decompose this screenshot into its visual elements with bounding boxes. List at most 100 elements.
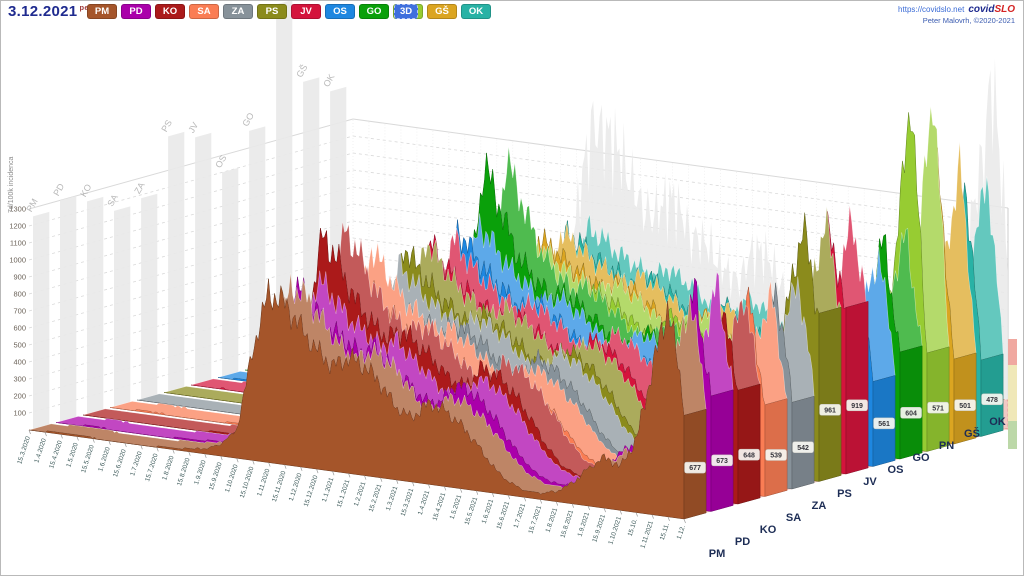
x-tick: [412, 481, 415, 487]
region-axis-label-pm: PM: [709, 548, 726, 560]
ribbon-end-pd: [710, 389, 734, 512]
x-tick: [475, 490, 479, 495]
ribbon-end-sa: [764, 398, 788, 497]
x-tick: [236, 458, 239, 463]
left-wall-gridline: [28, 254, 354, 346]
left-wall-gridline: [28, 288, 354, 380]
value-badge-os: [873, 417, 895, 430]
region-toggle-jv[interactable]: JV: [291, 4, 321, 19]
x-tick-label: 1.8.2020: [161, 455, 176, 482]
region-toggle-sa[interactable]: SA: [189, 4, 219, 19]
region-axis-label-sa: SA: [786, 512, 801, 524]
ghost-bar-label-gš: GŠ: [294, 63, 309, 79]
region-toggle-go[interactable]: GO: [359, 4, 389, 19]
left-wall-gridline: [28, 118, 354, 210]
y-tick-label: 100: [13, 409, 26, 418]
region-toggle-gš[interactable]: GŠ: [427, 4, 457, 19]
threshold-scale-segment: [1008, 365, 1017, 421]
x-tick-label: 1.9.2021: [577, 511, 592, 538]
region-axis-label-ps: PS: [837, 488, 852, 500]
region-axis-label-ok: OK: [989, 416, 1006, 428]
value-badge-text-sa: 539: [770, 453, 782, 460]
x-tick: [188, 451, 191, 456]
y-tick-label: 1300: [9, 205, 26, 214]
region-toggle-za[interactable]: ZA: [223, 4, 253, 19]
ghost-bar-label-sa: SA: [105, 193, 120, 208]
region-toggle-ps[interactable]: PS: [257, 4, 287, 19]
left-wall-gridline: [28, 322, 354, 414]
value-badge-text-ko: 648: [743, 452, 755, 459]
x-tick: [380, 477, 383, 482]
x-tick-label: 1.6.2021: [481, 498, 496, 525]
x-tick: [284, 464, 287, 469]
region-toggle-pm[interactable]: PM: [87, 4, 117, 19]
value-badge-sa: [765, 449, 787, 461]
x-tick-label: 15.10.: [627, 518, 639, 538]
region-toggle-ok[interactable]: OK: [461, 4, 491, 19]
x-tick-label: 1.5.2021: [449, 494, 464, 521]
mode-3d-button[interactable]: 3D: [394, 4, 419, 19]
region-axis-label-ko: KO: [760, 524, 777, 536]
x-tick: [252, 460, 255, 465]
value-badge-text-go: 604: [905, 410, 917, 417]
value-badge-go: [900, 407, 922, 419]
ghost-bar-label-za: ZA: [132, 181, 146, 196]
region-toggle-ko[interactable]: KO: [155, 4, 185, 19]
ribbon-end-ko: [737, 383, 761, 505]
ghost-national-silhouette: [353, 58, 1008, 429]
brand-logo: covidSLO: [968, 4, 1015, 15]
site-link[interactable]: https://covidslo.net: [898, 5, 965, 14]
region-toggle-pd[interactable]: PD: [121, 4, 151, 19]
ribbon-end-ps: [818, 306, 842, 482]
date-text: 3.12.2021: [8, 3, 78, 20]
region-axis-label-os: OS: [888, 464, 904, 476]
value-badge-text-jv: 919: [851, 403, 863, 410]
y-axis-title: 7d/100k incidenca: [8, 156, 15, 213]
ribbon-pm[interactable]: 677: [28, 272, 707, 520]
x-tick: [140, 445, 143, 450]
x-tick-label: 15.5.2020: [80, 444, 96, 474]
y-tick-label: 1000: [9, 256, 26, 265]
y-tick-label: 300: [13, 375, 26, 384]
x-tick-label: 1.12.2020: [288, 472, 304, 502]
left-wall-gridline: [28, 186, 354, 278]
value-badge-gš: [954, 399, 976, 411]
x-tick: [92, 438, 95, 443]
x-tick: [60, 434, 63, 439]
left-wall-gridline: [28, 135, 354, 227]
x-tick: [28, 429, 31, 435]
x-tick-label: 1.4.2021: [417, 489, 432, 516]
value-badge-text-za: 542: [797, 445, 809, 452]
x-tick-label: 15.7.2021: [528, 505, 544, 535]
x-tick-label: 1.7.2021: [513, 502, 528, 529]
x-tick-label: 15.4.2020: [48, 439, 64, 469]
x-tick: [539, 499, 543, 504]
x-tick-label: 15.3.2020: [16, 435, 32, 465]
x-tick-label: 1.1.2021: [321, 476, 336, 503]
ribbon-end-jv: [845, 300, 869, 475]
value-badge-pd: [711, 454, 733, 467]
threshold-scale-segment: [1008, 339, 1017, 365]
ghost-bar-pm: [33, 211, 50, 429]
value-badge-pm: [684, 461, 706, 474]
x-tick: [44, 432, 47, 437]
threshold-scale-segment: [1008, 421, 1017, 449]
y-tick-label: 400: [13, 358, 26, 367]
ribbon-front-pm: [28, 278, 685, 520]
y-tick-label: 600: [13, 324, 26, 333]
ghost-bar-label-jv: JV: [186, 120, 200, 134]
x-tick: [587, 505, 590, 511]
back-wall-gridline: [352, 135, 1009, 226]
ghost-bar-label-go: GO: [240, 111, 256, 128]
weekday-text: pet: [79, 3, 92, 12]
value-badge-text-gš: 501: [959, 403, 971, 410]
x-tick: [364, 475, 367, 480]
x-tick-label: 1.7.2020: [129, 450, 144, 477]
ghost-bar-pn: [276, 1, 293, 362]
x-tick-label: 1.2.2021: [353, 481, 368, 508]
x-tick-label: 15.11.: [659, 522, 671, 541]
y-tick-label: 1200: [9, 222, 26, 231]
region-toggle-os[interactable]: OS: [325, 4, 355, 19]
x-tick: [268, 462, 271, 467]
